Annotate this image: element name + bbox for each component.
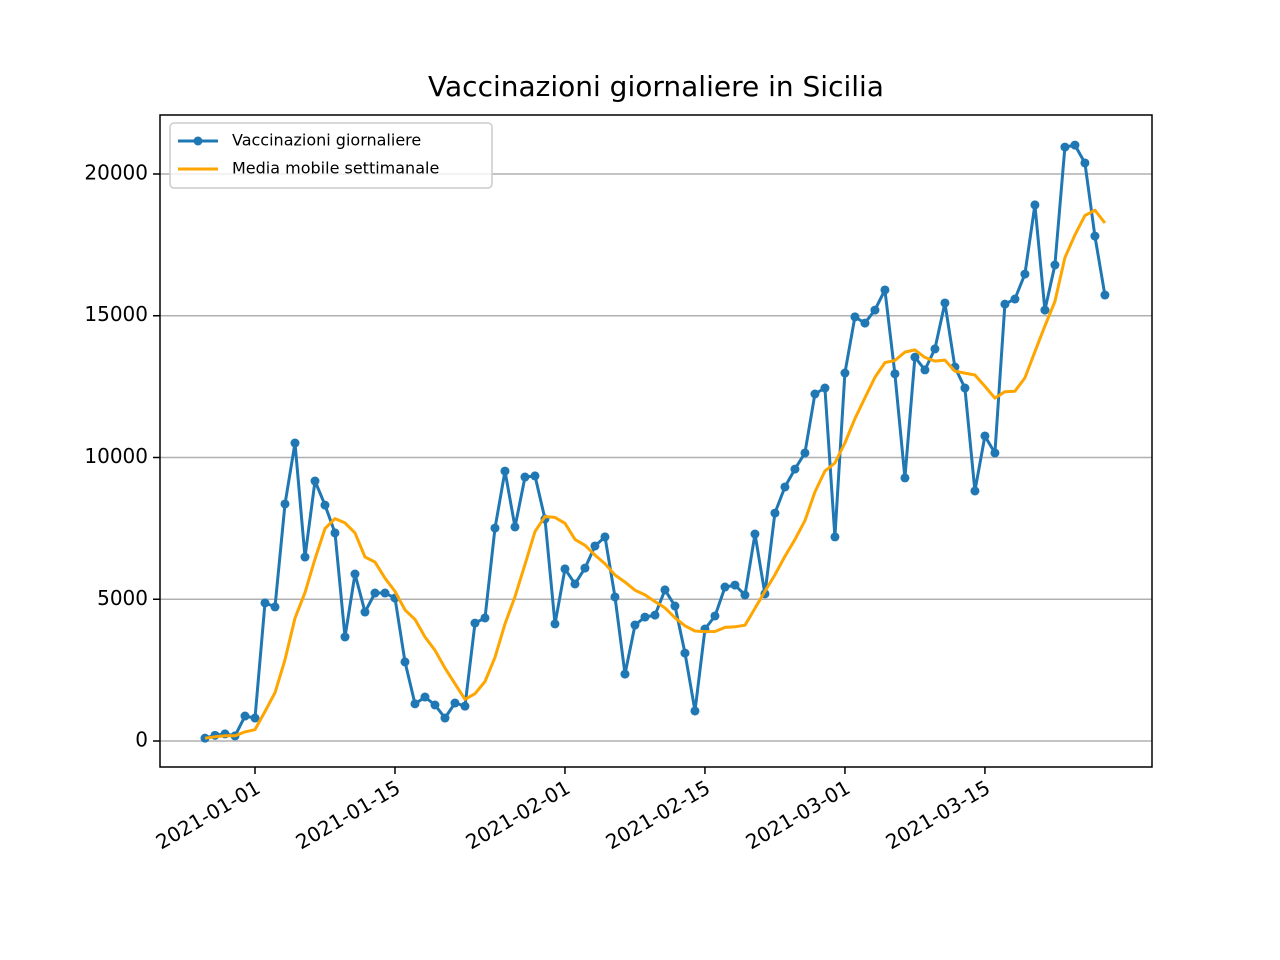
data-point [670,601,680,611]
data-point [360,607,370,617]
data-point [870,305,880,315]
data-point [250,713,260,723]
data-point [640,612,650,622]
legend-label: Vaccinazioni giornaliere [232,131,421,150]
data-point [520,472,530,482]
data-point [320,500,330,510]
data-point [330,528,340,538]
data-point [530,471,540,481]
data-point [890,369,900,379]
data-point [280,499,290,509]
data-point [270,602,280,612]
data-point [260,598,270,608]
data-point [990,448,1000,458]
y-tick-label: 20000 [84,160,148,184]
data-point [1100,290,1110,300]
data-point [820,383,830,393]
data-point [850,312,860,322]
data-point [860,318,870,328]
data-point [300,552,310,562]
data-point [770,508,780,518]
data-point [900,473,910,483]
data-point [1020,269,1030,279]
data-point [980,431,990,441]
data-point [790,464,800,474]
data-point [680,648,690,658]
data-point [1050,260,1060,270]
data-point [550,619,560,629]
data-point [630,620,640,630]
data-point [400,657,410,667]
data-point [470,618,480,628]
data-point [750,529,760,539]
data-point [710,611,720,621]
data-point [730,580,740,590]
data-point [840,368,850,378]
legend-marker [193,136,203,146]
y-tick-label: 5000 [97,586,148,610]
data-point [1070,140,1080,150]
data-point [1080,158,1090,168]
data-point [430,700,440,710]
data-point [570,579,580,589]
plot-frame [159,114,1153,768]
data-point [1090,231,1100,241]
data-point [960,383,970,393]
data-point [740,590,750,600]
data-point [780,482,790,492]
data-point [510,522,520,532]
data-point [1040,305,1050,315]
data-point [590,541,600,551]
data-point [810,389,820,399]
data-point [720,582,730,592]
data-point [370,588,380,598]
data-point [910,352,920,362]
data-point [930,344,940,354]
y-tick-label: 15000 [84,302,148,326]
data-point [310,476,320,486]
data-point [500,466,510,476]
data-point [830,532,840,542]
legend-box [169,122,493,189]
data-point [380,588,390,598]
data-point [620,669,630,679]
data-point [650,610,660,620]
data-point [240,711,250,721]
legend-label: Media mobile settimanale [232,159,439,178]
data-point [290,438,300,448]
data-point [1030,200,1040,210]
data-point [880,285,890,295]
data-point [420,692,430,702]
data-point [1000,299,1010,309]
data-point [600,532,610,542]
series-line [204,208,1107,740]
data-point [450,698,460,708]
data-point [340,632,350,642]
data-point [610,592,620,602]
data-point [350,569,360,579]
data-point [970,486,980,496]
data-point [940,298,950,308]
y-tick-label: 10000 [84,444,148,468]
data-point [560,564,570,574]
data-point [1010,294,1020,304]
data-point [490,523,500,533]
data-point [580,563,590,573]
data-point [690,706,700,716]
data-point [480,613,490,623]
data-point [460,701,470,711]
chart-title: Vaccinazioni giornaliere in Sicilia [428,70,884,103]
data-point [920,365,930,375]
data-point [800,448,810,458]
data-point [410,699,420,709]
data-point [660,585,670,595]
data-point [440,713,450,723]
data-point [1060,142,1070,152]
y-tick-label: 0 [135,728,148,752]
